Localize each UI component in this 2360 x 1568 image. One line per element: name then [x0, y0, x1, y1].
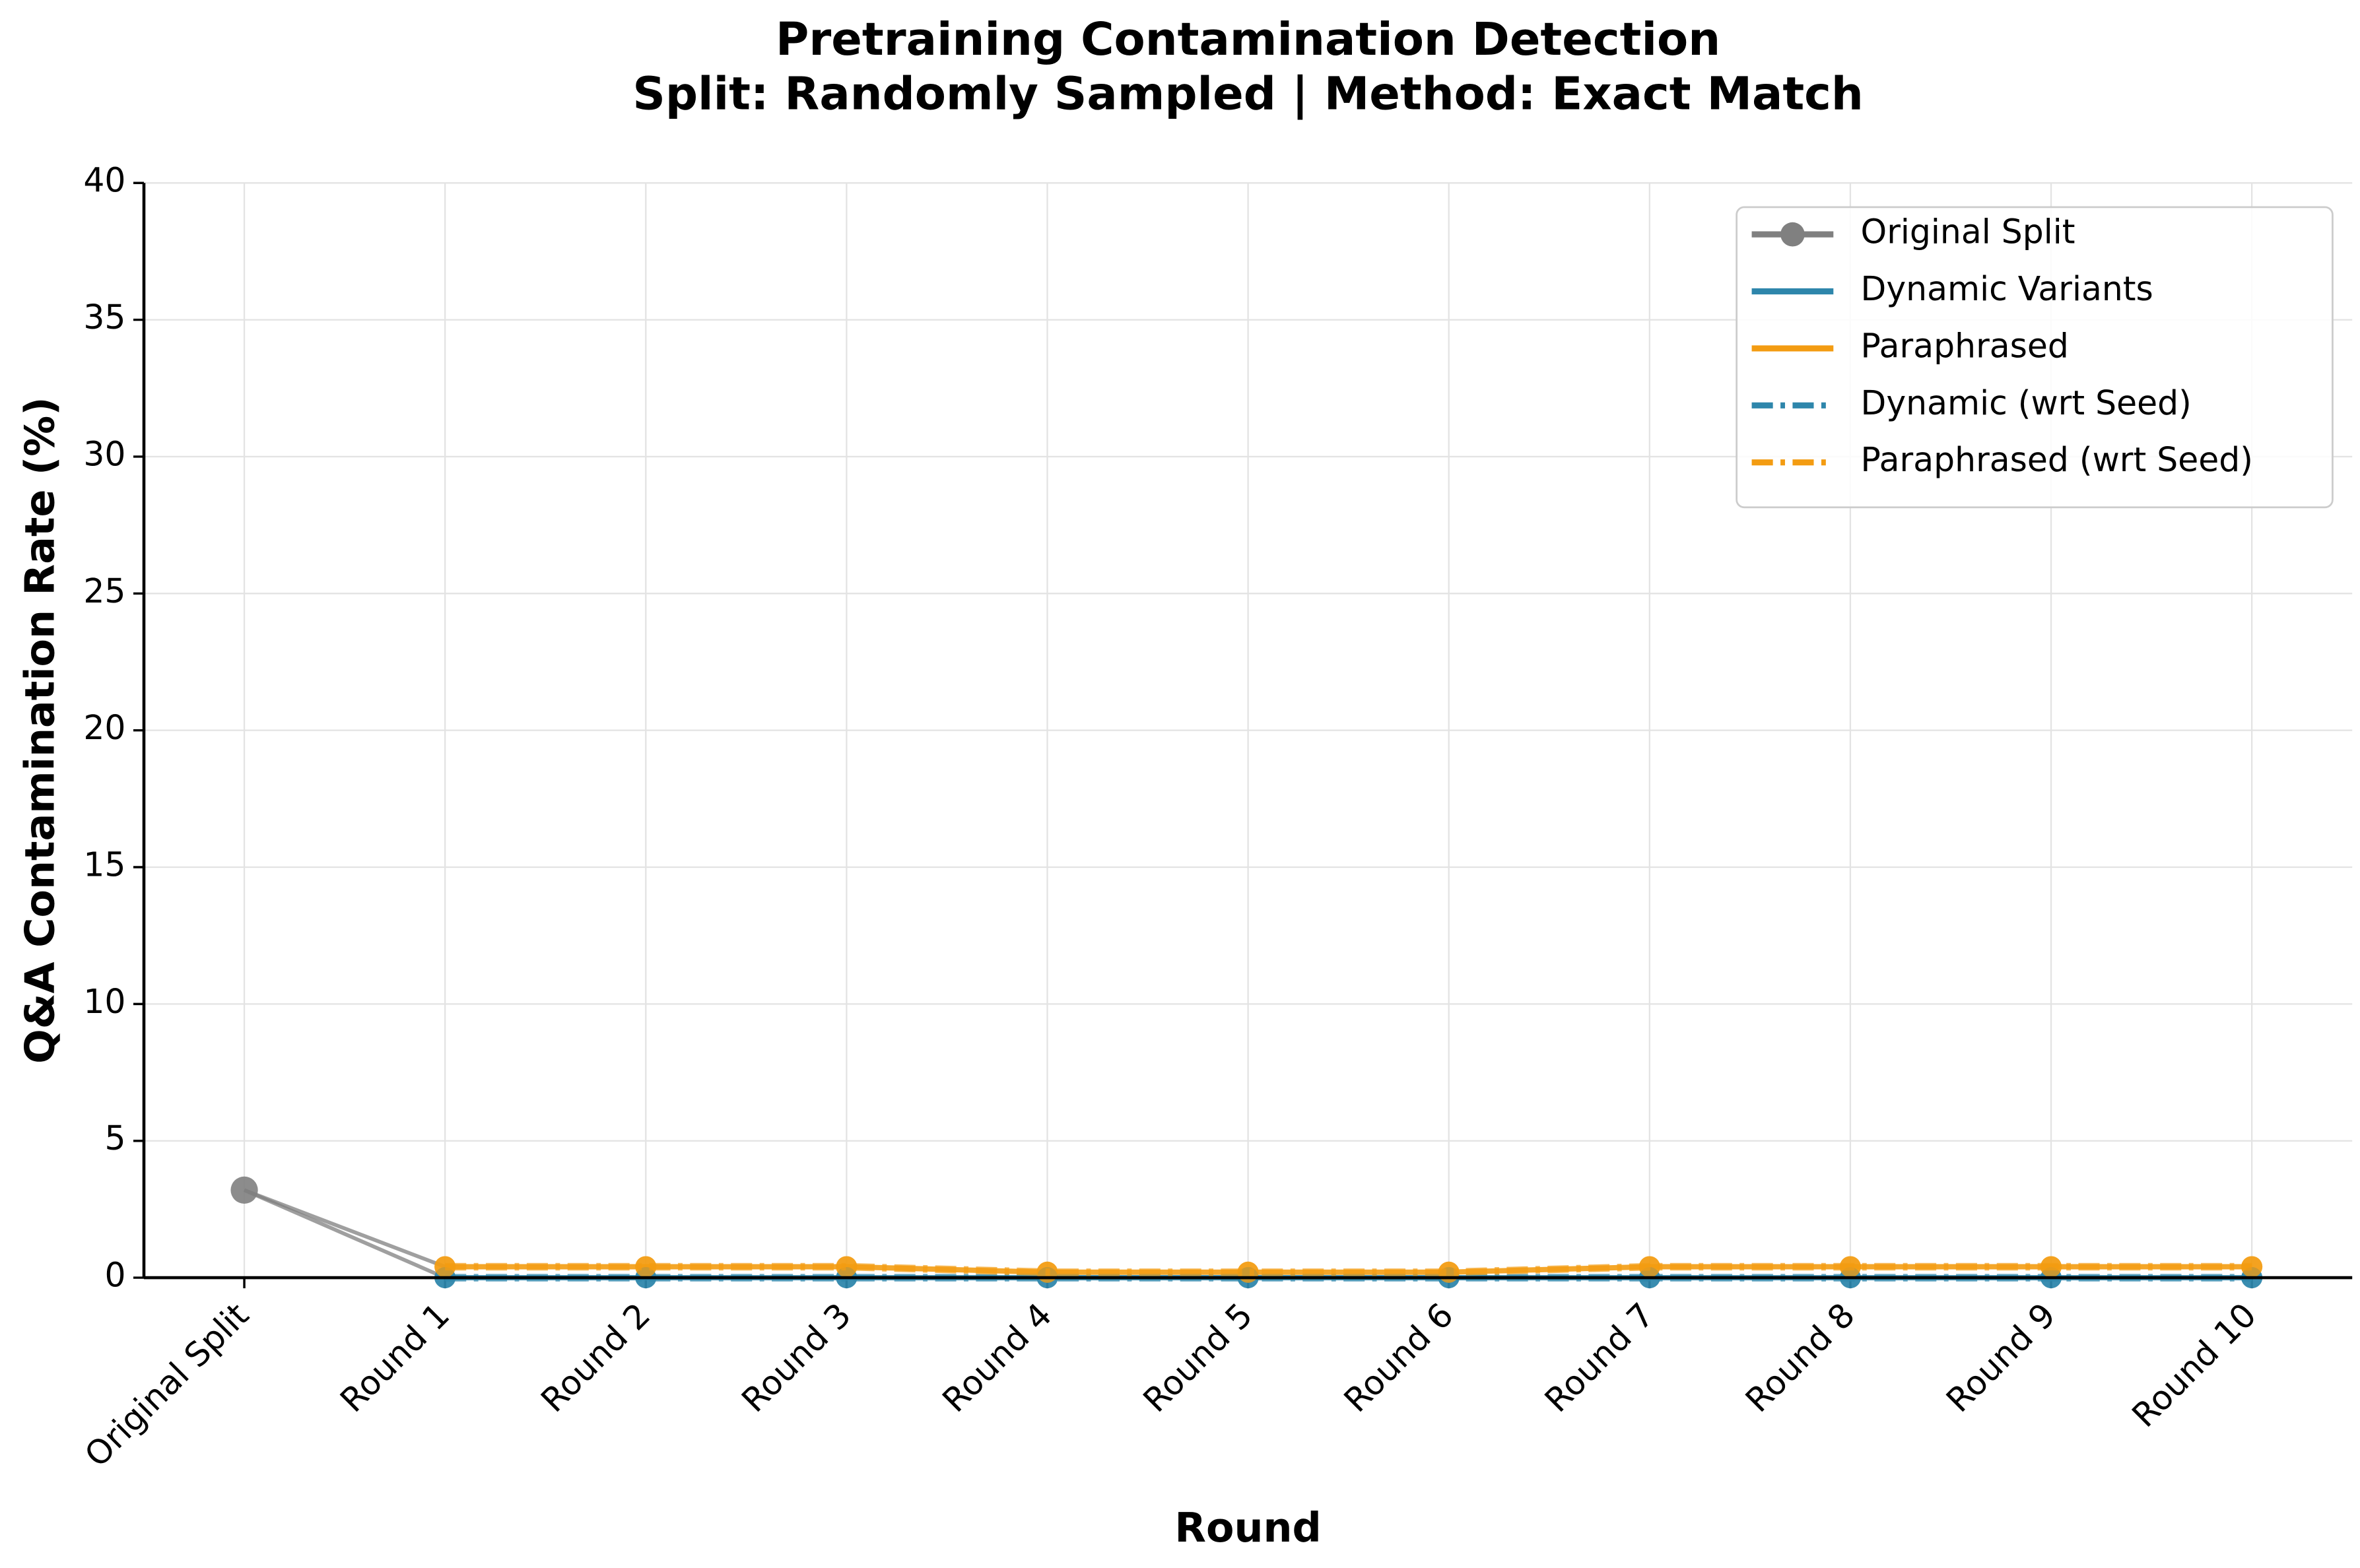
point [230, 1176, 258, 1204]
point [836, 1256, 858, 1278]
point [635, 1256, 657, 1278]
x-tick-label: Round 2 [533, 1295, 657, 1420]
point [1036, 1261, 1058, 1283]
legend-label: Paraphrased [1861, 326, 2069, 365]
chart-subtitle: Split: Randomly Sampled | Method: Exact … [632, 68, 1863, 121]
x-tick-label: Round 7 [1537, 1295, 1661, 1420]
connector-line [244, 1188, 446, 1269]
point [1438, 1261, 1460, 1283]
legend-label: Original Split [1861, 212, 2075, 251]
legend-box [1736, 206, 2334, 509]
x-tick-label: Round 6 [1336, 1295, 1460, 1420]
point [2040, 1256, 2062, 1278]
x-tick-label: Round 4 [935, 1295, 1059, 1420]
x-tick-label: Round 1 [333, 1295, 457, 1420]
x-tick-label: Round 3 [734, 1295, 858, 1420]
y-tick-label: 20 [83, 708, 125, 747]
x-tick-label: Original Split [77, 1295, 256, 1474]
y-axis-label: Q&A Contamination Rate (%) [17, 397, 64, 1063]
y-tick-label: 15 [83, 845, 125, 884]
y-tick-label: 35 [83, 298, 125, 337]
x-tick-label: Round 5 [1135, 1295, 1260, 1420]
y-tick-label: 25 [83, 572, 125, 610]
point [1839, 1256, 1861, 1278]
y-tick-label: 0 [104, 1256, 125, 1295]
legend-label: Paraphrased (wrt Seed) [1861, 440, 2253, 479]
legend-marker [1780, 222, 1805, 247]
x-tick-label: Round 9 [1939, 1295, 2063, 1420]
y-tick-label: 30 [83, 434, 125, 473]
series-line [445, 1262, 2252, 1276]
x-tick-label: Round 10 [2124, 1295, 2264, 1435]
x-axis-label: Round [1174, 1504, 1322, 1552]
legend-label: Dynamic Variants [1861, 269, 2153, 308]
point [1237, 1261, 1259, 1283]
x-tick-label: Round 8 [1737, 1295, 1862, 1420]
point [2241, 1256, 2263, 1278]
y-tick-label: 10 [83, 982, 125, 1021]
y-tick-label: 40 [83, 161, 125, 200]
y-tick-label: 5 [104, 1119, 125, 1158]
point [1638, 1256, 1660, 1278]
point [434, 1256, 456, 1278]
legend-label: Dynamic (wrt Seed) [1861, 383, 2192, 422]
chart-title: Pretraining Contamination Detection [776, 13, 1720, 66]
